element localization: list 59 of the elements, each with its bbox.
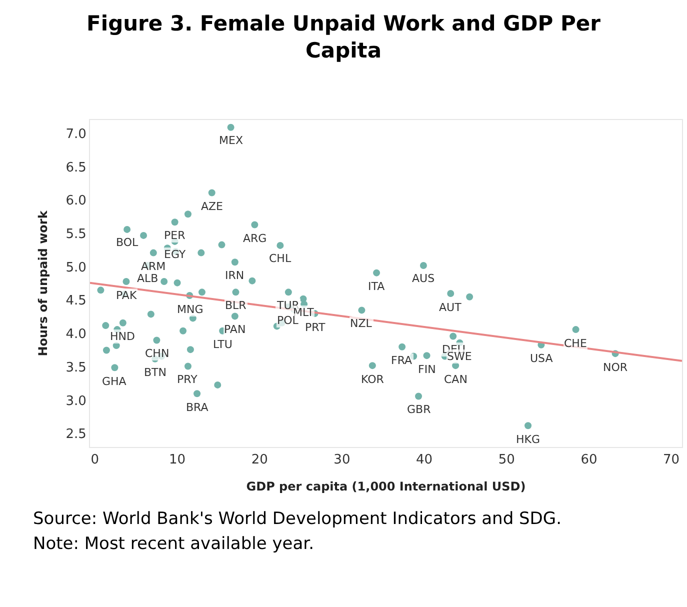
y-tick-label: 3.5 [66, 360, 86, 376]
x-tick-label: 10 [169, 452, 186, 468]
annotation: GHA [102, 375, 127, 388]
x-tick-label: 60 [580, 452, 598, 468]
annotation: BLR [225, 299, 247, 312]
annotation: CAN [444, 373, 468, 386]
x-tick-label: 70 [663, 452, 680, 468]
y-tick-label: 6.5 [66, 160, 86, 176]
annotation: FRA [391, 354, 413, 367]
x-tick-label: 20 [251, 452, 268, 468]
annotation: EGY [164, 248, 186, 261]
annotation: ARG [243, 232, 267, 245]
text: Note: Most recent available year. [33, 534, 314, 554]
y-tick-label: 3.0 [66, 394, 86, 409]
y-tick-label: 6.0 [66, 194, 86, 209]
annotation: HND [110, 330, 135, 343]
annotation: HKG [516, 433, 540, 446]
x-tick-label: 50 [498, 452, 515, 468]
annotation: PAN [224, 323, 246, 336]
annotation: PAK [116, 289, 138, 302]
y-tick-label: 4.0 [66, 327, 86, 342]
y-tick-label: 5.5 [66, 227, 86, 242]
annotation: NZL [350, 317, 373, 330]
annotation: PRT [305, 321, 326, 334]
x-tick-label: 0 [90, 452, 100, 468]
x-tick-label: 30 [334, 452, 350, 468]
y-tick-label: 2.5 [66, 427, 86, 442]
chart-title: Figure 3. Female Unpaid Work and GDP Per Capita [86, 11, 602, 63]
annotation: CHE [564, 337, 587, 350]
annotation: AZE [201, 200, 224, 213]
annotation: POL [277, 314, 300, 327]
annotation: CHL [269, 252, 292, 265]
annotation: AUS [412, 272, 435, 285]
annotation: ALB [137, 272, 158, 285]
y-tick-label: 5.0 [66, 260, 86, 276]
x-tick-label: 40 [416, 452, 433, 468]
annotation: ARM [141, 260, 166, 273]
annotation: ITA [368, 280, 386, 293]
annotation: USA [530, 352, 554, 365]
annotation: NOR [603, 361, 628, 374]
y-tick-label: 4.5 [66, 294, 86, 309]
annotation: KOR [361, 373, 384, 386]
x-axis-title: GDP per capita (1,000 International USD) [246, 480, 526, 494]
annotation: BRA [186, 401, 209, 414]
annotation: LTU [213, 338, 232, 351]
annotation: GBR [407, 403, 432, 416]
annotation: AUT [439, 301, 462, 314]
y-tick-label: 7.0 [66, 126, 86, 142]
annotation: BOL [116, 236, 140, 249]
annotation: PER [164, 229, 186, 242]
y-axis-title: Hours of unpaid work [36, 210, 50, 356]
annotation: FIN [418, 363, 436, 376]
annotation: IRN [225, 269, 244, 282]
annotation: BTN [144, 366, 166, 379]
annotation: MEX [219, 134, 244, 147]
annotation: CHN [145, 347, 170, 360]
annotation: PRY [177, 373, 198, 386]
source-note: Source: World Bank's World Development Indicators and SDG. [33, 509, 562, 529]
annotation: MNG [177, 303, 204, 316]
